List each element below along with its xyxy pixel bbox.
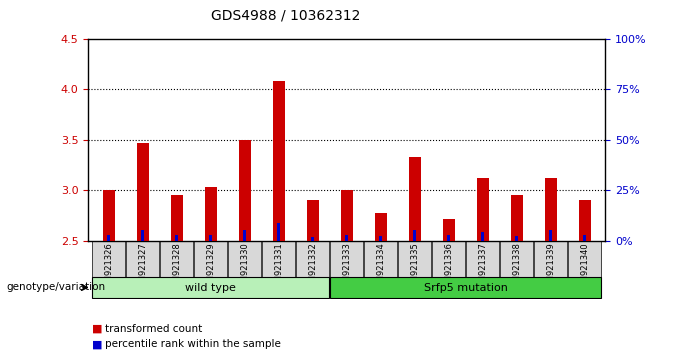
Bar — [545, 178, 557, 241]
Bar — [171, 195, 183, 241]
Bar — [579, 200, 591, 241]
Text: GSM921326: GSM921326 — [104, 242, 114, 293]
FancyBboxPatch shape — [466, 241, 499, 290]
Text: GSM921336: GSM921336 — [444, 242, 454, 293]
Bar — [175, 235, 178, 241]
FancyBboxPatch shape — [160, 241, 193, 290]
Bar — [107, 235, 110, 241]
FancyBboxPatch shape — [296, 241, 329, 290]
Text: GDS4988 / 10362312: GDS4988 / 10362312 — [211, 9, 360, 23]
Text: GSM921331: GSM921331 — [274, 242, 284, 293]
Bar — [311, 237, 314, 241]
Text: wild type: wild type — [186, 282, 236, 293]
Bar — [477, 178, 489, 241]
Text: genotype/variation: genotype/variation — [7, 282, 106, 292]
Text: GSM921338: GSM921338 — [512, 242, 522, 293]
FancyBboxPatch shape — [262, 241, 295, 290]
Bar — [413, 230, 416, 241]
FancyBboxPatch shape — [92, 277, 329, 298]
FancyBboxPatch shape — [534, 241, 567, 290]
Bar — [341, 190, 353, 241]
Bar — [511, 195, 523, 241]
Bar — [583, 235, 586, 241]
Text: transformed count: transformed count — [105, 324, 203, 333]
Text: GSM921334: GSM921334 — [376, 242, 386, 293]
Text: GSM921332: GSM921332 — [308, 242, 318, 293]
Text: GSM921335: GSM921335 — [410, 242, 420, 293]
FancyBboxPatch shape — [330, 277, 601, 298]
Bar — [277, 223, 280, 241]
FancyBboxPatch shape — [126, 241, 159, 290]
Text: GSM921330: GSM921330 — [240, 242, 250, 293]
Text: GSM921333: GSM921333 — [342, 242, 352, 293]
Text: ■: ■ — [92, 339, 102, 349]
Bar — [205, 187, 217, 241]
FancyBboxPatch shape — [398, 241, 431, 290]
FancyBboxPatch shape — [228, 241, 261, 290]
FancyBboxPatch shape — [432, 241, 465, 290]
Bar — [345, 235, 348, 241]
Bar — [443, 218, 455, 241]
Bar — [209, 235, 212, 241]
Text: GSM921340: GSM921340 — [580, 242, 590, 293]
Text: GSM921339: GSM921339 — [546, 242, 556, 293]
Bar — [243, 230, 246, 241]
FancyBboxPatch shape — [330, 241, 363, 290]
Bar — [549, 230, 552, 241]
Text: GSM921337: GSM921337 — [478, 242, 488, 293]
Bar — [273, 81, 285, 241]
Bar — [409, 157, 421, 241]
FancyBboxPatch shape — [500, 241, 533, 290]
Bar — [103, 190, 115, 241]
Text: GSM921327: GSM921327 — [138, 242, 148, 293]
Bar — [137, 143, 149, 241]
Text: GSM921328: GSM921328 — [172, 242, 182, 293]
FancyBboxPatch shape — [364, 241, 397, 290]
Bar — [307, 200, 319, 241]
Bar — [447, 235, 450, 241]
Text: percentile rank within the sample: percentile rank within the sample — [105, 339, 282, 349]
FancyBboxPatch shape — [92, 241, 125, 290]
Text: Srfp5 mutation: Srfp5 mutation — [424, 282, 508, 293]
Bar — [141, 230, 144, 241]
Bar — [515, 236, 518, 241]
FancyBboxPatch shape — [194, 241, 227, 290]
Text: ■: ■ — [92, 324, 102, 333]
Bar — [375, 213, 387, 241]
Bar — [379, 236, 382, 241]
Text: GSM921329: GSM921329 — [206, 242, 216, 293]
Bar — [239, 140, 251, 241]
FancyBboxPatch shape — [568, 241, 601, 290]
Bar — [481, 232, 484, 241]
